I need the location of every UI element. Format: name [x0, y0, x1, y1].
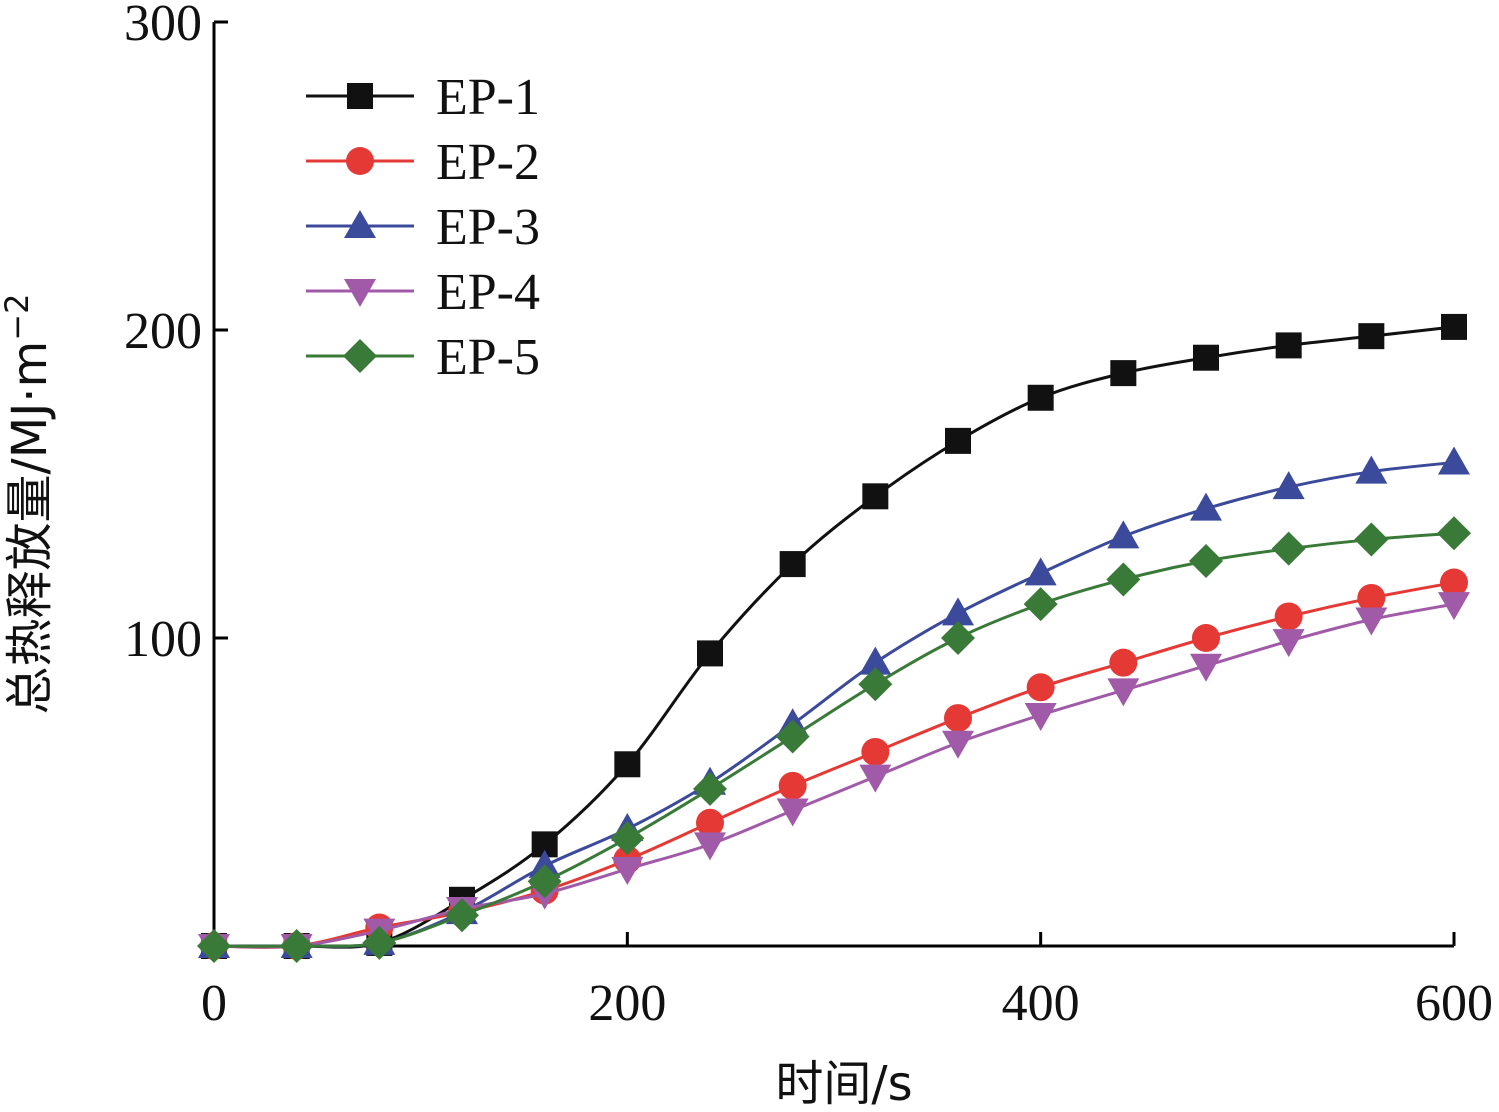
data-point [1109, 648, 1138, 677]
data-point [775, 719, 810, 754]
data-point [861, 737, 890, 766]
data-point [1190, 653, 1222, 682]
data-point [1272, 629, 1305, 658]
data-point [945, 427, 971, 454]
legend-label: EP-3 [436, 199, 540, 256]
x-tick-label: 200 [588, 975, 666, 1032]
data-point [1358, 323, 1385, 350]
legend-item-ep-1: EP-1 [306, 69, 540, 126]
data-point [697, 640, 723, 667]
y-tick-label: 200 [124, 303, 202, 360]
data-point [942, 597, 974, 626]
data-point [1192, 624, 1220, 652]
data-point [1190, 492, 1222, 521]
data-point [610, 821, 645, 856]
series-line [213, 531, 1455, 948]
x-tick-label: 0 [201, 975, 227, 1032]
series-line [213, 325, 1455, 949]
data-point [1026, 673, 1055, 702]
data-point [1107, 678, 1140, 707]
series-line [213, 460, 1455, 948]
y-axis-title-main: 总热释放量/MJ·m [2, 341, 58, 715]
data-point [1355, 455, 1388, 484]
data-point [1438, 446, 1470, 475]
data-point [858, 667, 893, 702]
data-point [445, 898, 479, 933]
data-point [527, 864, 562, 899]
series-ep-5 [197, 516, 1471, 963]
data-point [611, 857, 644, 885]
legend-item-ep-4: EP-4 [306, 264, 540, 321]
data-point [1274, 602, 1303, 631]
data-point [1189, 544, 1223, 578]
legend-item-ep-5: EP-5 [306, 329, 540, 386]
legend-swatch-marker [347, 83, 373, 109]
data-point [1027, 384, 1054, 411]
series-line [213, 581, 1455, 949]
series-line [213, 602, 1455, 949]
y-tick-label: 300 [124, 0, 202, 52]
data-point [776, 798, 809, 827]
data-point [1271, 531, 1306, 566]
data-point [1441, 313, 1467, 340]
legend-label: EP-1 [436, 69, 540, 126]
legend-label: EP-5 [436, 329, 540, 386]
y-axis-title-group: 总热释放量/MJ·m−2 [0, 294, 58, 715]
x-axis-ticks: 0 200 400 600 [201, 932, 1493, 1032]
data-point [944, 704, 972, 733]
data-point [1440, 568, 1468, 597]
x-axis-title: 时间/s [775, 1056, 912, 1112]
data-point [693, 771, 727, 806]
data-point [528, 849, 561, 878]
data-point [859, 646, 892, 675]
data-point [694, 832, 726, 861]
legend-swatch-marker [344, 210, 376, 238]
legend-label: EP-4 [436, 264, 540, 321]
legend-swatch-marker [346, 147, 374, 175]
data-point [696, 808, 724, 837]
data-point [1024, 557, 1057, 586]
legend-swatch-marker [343, 339, 377, 373]
series-layer [197, 313, 1471, 963]
data-point [1275, 332, 1302, 359]
axes [212, 22, 1454, 948]
y-axis-ticks: 100 200 300 [124, 0, 228, 668]
data-point [1023, 587, 1058, 622]
legend-swatch-marker [344, 279, 376, 307]
data-point [197, 929, 231, 963]
legend-item-ep-3: EP-3 [306, 199, 540, 256]
data-point [1107, 520, 1140, 549]
y-tick-label: 100 [124, 611, 202, 668]
y-axis-title: 总热释放量/MJ·m−2 [0, 294, 58, 715]
data-point [1438, 592, 1470, 621]
data-point [862, 483, 889, 510]
legend: EP-1 EP-2 EP-3 EP-4 EP-5 [306, 69, 540, 386]
data-point [1354, 522, 1389, 557]
data-point [1193, 344, 1219, 371]
data-point [778, 771, 807, 800]
data-point [1110, 360, 1137, 387]
data-point [1272, 471, 1305, 500]
data-point [941, 621, 975, 655]
data-point [779, 551, 806, 578]
data-point [279, 929, 314, 963]
data-point [614, 751, 641, 778]
data-point [942, 730, 974, 759]
legend-item-ep-2: EP-2 [306, 134, 540, 191]
series-ep-4 [198, 592, 1470, 962]
data-point [1357, 583, 1386, 612]
y-axis-title-superscript: −2 [0, 294, 36, 341]
data-point [859, 764, 892, 793]
data-point [1355, 607, 1388, 636]
series-ep-2 [200, 568, 1468, 960]
x-tick-label: 400 [1002, 975, 1080, 1032]
legend-label: EP-2 [436, 134, 540, 191]
series-ep-3 [198, 446, 1470, 958]
data-point [362, 925, 397, 960]
data-point [1106, 562, 1141, 597]
data-point [1437, 516, 1471, 551]
data-point [1024, 703, 1057, 731]
x-tick-label: 600 [1415, 975, 1493, 1032]
